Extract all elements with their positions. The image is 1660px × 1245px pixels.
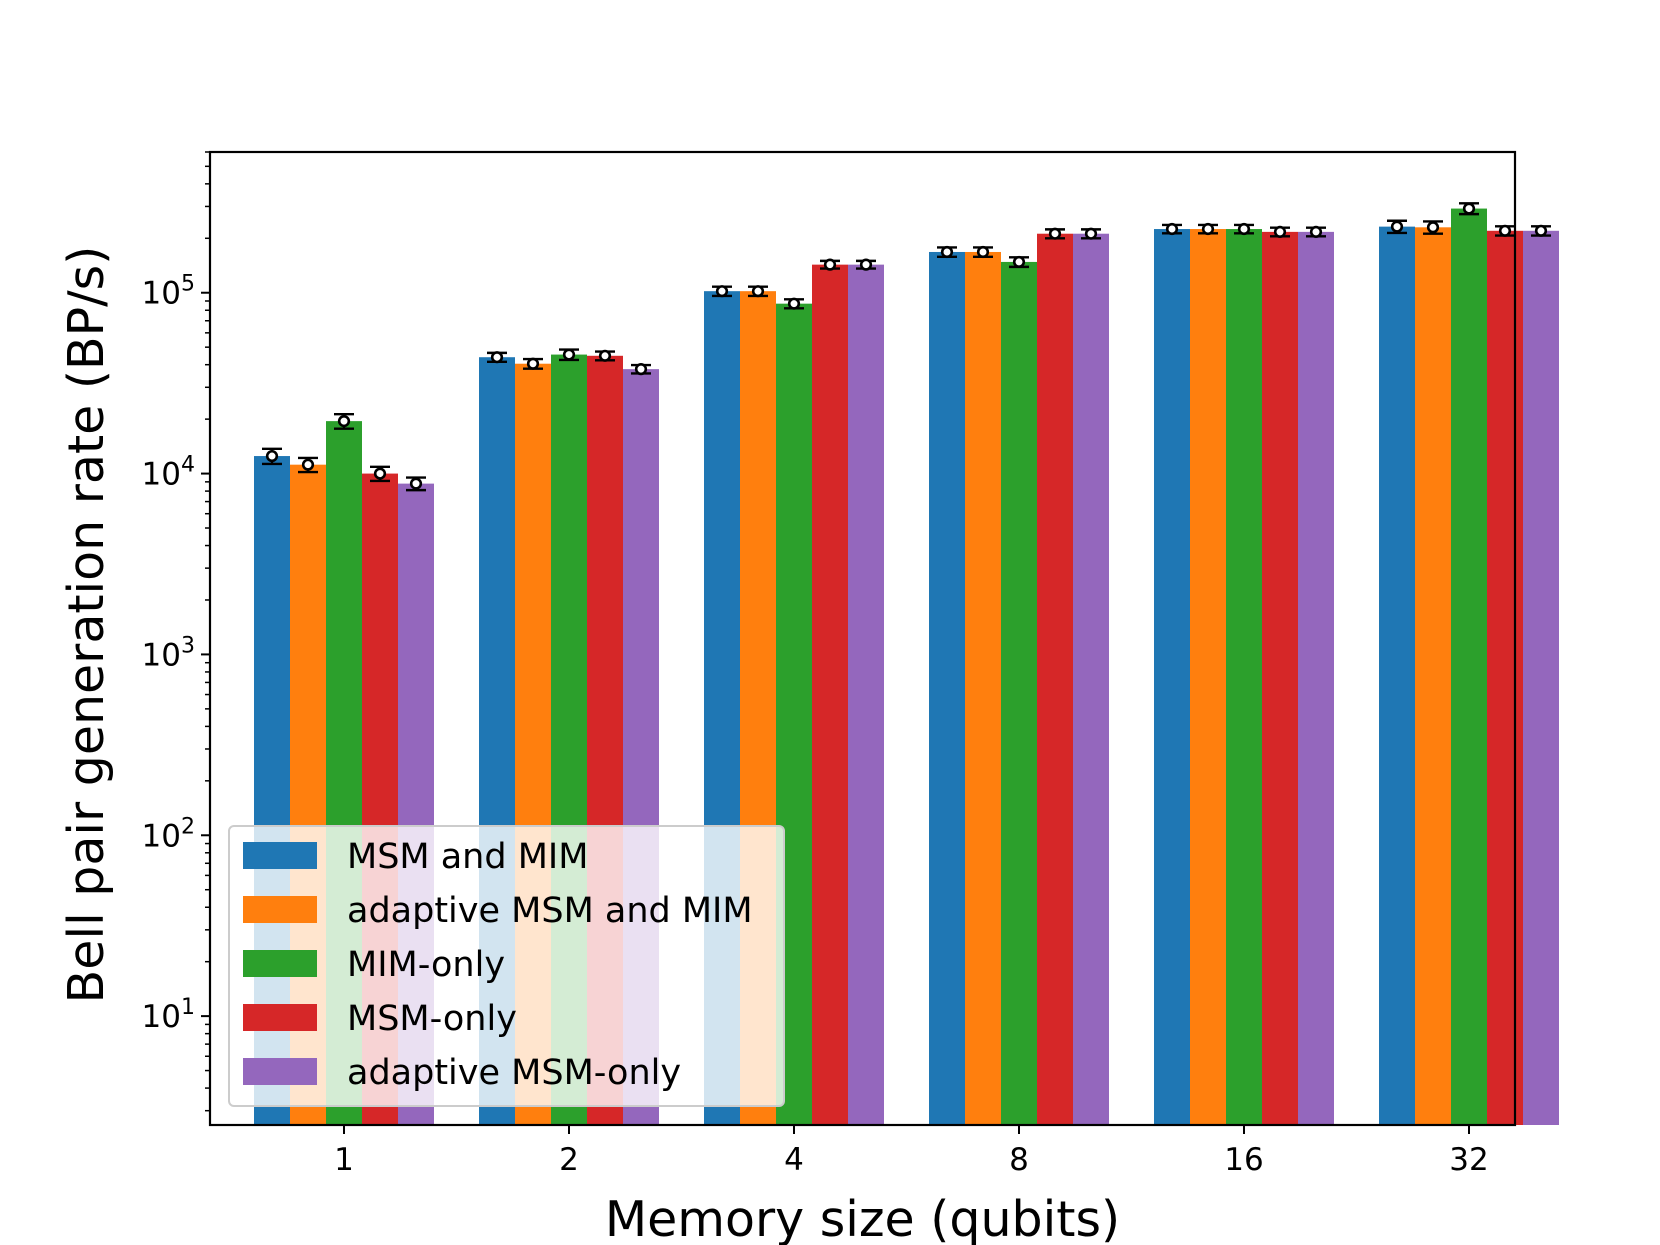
data-point-marker [859,258,873,271]
legend-swatch [243,1058,317,1085]
legend-swatch [243,896,317,923]
legend-label: MSM and MIM [347,837,588,877]
data-point-marker [751,285,765,298]
data-point-marker [1012,255,1026,269]
x-tick-label: 2 [559,1142,579,1178]
data-point-marker [1390,220,1404,233]
data-point-marker [301,458,315,471]
y-tick-exponent: 1 [181,995,195,1020]
legend-swatch [243,842,317,869]
data-point-marker [1048,227,1062,240]
legend: MSM and MIM adaptive MSM and MIM MIM-only M… [228,825,785,1107]
data-point-marker [526,357,540,370]
legend-label: adaptive MSM and MIM [347,891,753,931]
y-tick-exponent: 2 [181,814,195,839]
bar [1415,227,1451,1125]
bar [812,264,848,1125]
legend-label: MSM-only [347,999,517,1039]
bar [1226,229,1262,1126]
bar [1154,229,1190,1126]
bar [1451,208,1487,1126]
data-point-marker [976,245,990,259]
x-tick-label: 8 [1009,1142,1029,1178]
x-axis-title: Memory size (qubits) [605,1191,1120,1245]
data-point-marker [1498,224,1512,237]
y-tick-exponent: 4 [181,453,195,478]
error-bars-layer [262,202,1551,492]
data-point-marker [787,297,801,310]
data-point-marker [1462,202,1476,215]
bar [848,264,884,1125]
data-point-marker [1084,227,1098,240]
data-point-marker [1165,222,1179,236]
data-point-marker [409,477,423,490]
bar [1379,226,1415,1126]
plot-frame [208,150,1517,1127]
x-tick-label: 16 [1224,1142,1263,1178]
data-point-marker [634,363,648,376]
bar [1073,233,1109,1126]
bar [965,251,1001,1125]
data-point-marker [715,285,729,298]
x-axis: 1 2 4 8 16 32 [334,1125,1489,1178]
y-tick-label: 101 [142,995,195,1035]
x-tick-label: 4 [784,1142,804,1178]
bar [1190,229,1226,1126]
data-point-marker [823,258,837,271]
bar [1262,231,1298,1125]
data-point-marker [940,245,954,259]
legend-box [228,825,785,1107]
legend-label: MIM-only [347,945,505,985]
data-point-marker [562,348,576,361]
legend-swatch [243,950,317,977]
x-tick-label: 32 [1449,1142,1488,1178]
bar [1298,231,1334,1125]
legend-swatch [243,1004,317,1031]
data-point-marker [1201,222,1215,236]
y-tick-exponent: 5 [181,272,195,297]
bar [929,251,965,1125]
bar [1487,230,1523,1125]
data-point-marker [490,351,504,364]
bar [1037,233,1073,1126]
x-tick-label: 1 [334,1142,354,1178]
data-point-marker [1426,221,1440,234]
data-point-marker [337,415,351,428]
bar [1001,261,1037,1125]
data-point-marker [598,349,612,362]
data-point-marker [1534,224,1548,237]
data-point-marker [1273,225,1287,238]
legend-label: adaptive MSM-only [347,1053,681,1093]
bar [1523,230,1559,1125]
data-point-marker [1309,225,1323,238]
y-axis-title: Bell pair generation rate (BP/s) [58,246,115,1004]
data-point-marker [1237,222,1251,236]
data-point-marker [373,467,387,480]
y-tick-exponent: 3 [181,633,195,658]
data-point-marker [265,449,279,463]
